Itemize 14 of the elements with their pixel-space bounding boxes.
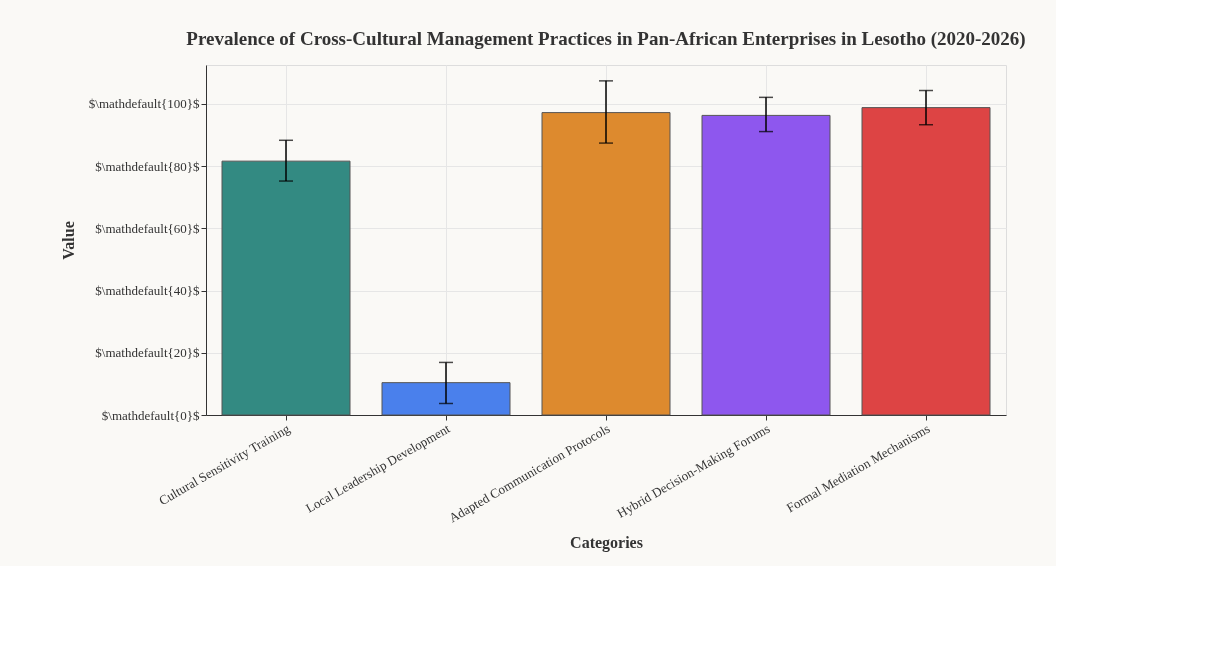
y-tick-label: $\mathdefault{80}$ <box>95 158 200 174</box>
bar <box>701 114 831 416</box>
y-tick-label: $\mathdefault{40}$ <box>95 283 200 299</box>
y-tick-label: $\mathdefault{0}$ <box>101 407 200 423</box>
y-tick-label: $\mathdefault{20}$ <box>95 345 200 361</box>
bar <box>221 160 351 416</box>
bar <box>861 107 991 416</box>
x-axis-title: Categories <box>570 534 643 553</box>
y-tick-label: $\mathdefault{100}$ <box>88 96 200 112</box>
y-tick-label: $\mathdefault{60}$ <box>95 220 200 236</box>
chart-title: Prevalence of Cross-Cultural Management Practices in Pan-African Enterprises in Lesotho (2020-2026) <box>186 28 1026 50</box>
bar <box>381 382 511 416</box>
y-axis-title: Value <box>59 221 77 260</box>
bar <box>541 112 671 416</box>
